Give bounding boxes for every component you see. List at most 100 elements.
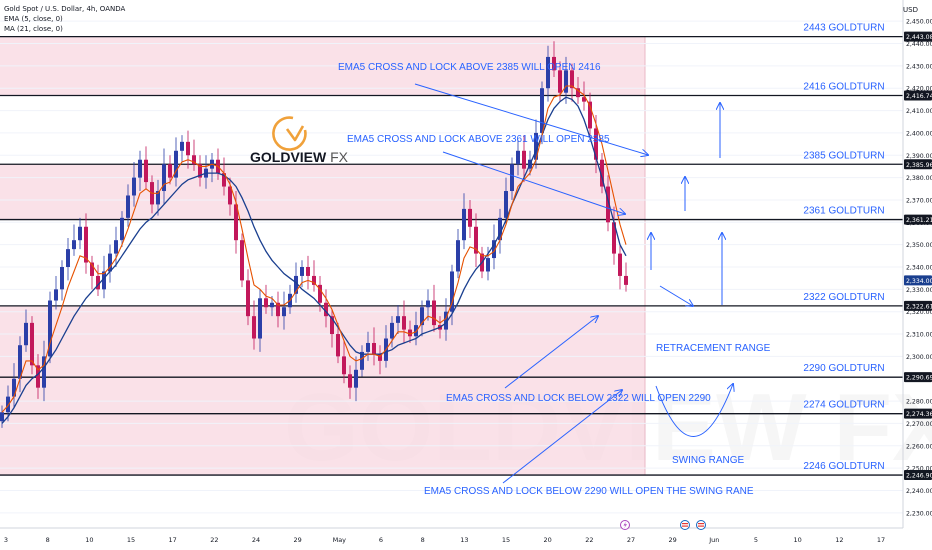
annotation-ema5-2385: EMA5 CROSS AND LOCK ABOVE 2385 WILL OPEN… — [338, 62, 601, 73]
candle — [408, 320, 412, 343]
symbol-title[interactable]: Gold Spot / U.S. Dollar, 4h, OANDA — [4, 5, 126, 13]
candle — [606, 175, 610, 232]
price-axis[interactable]: 2,230.000 2,240.000 2,250.000 2,260.000 2,27… — [902, 0, 932, 528]
level-label-7: 2246 GOLDTURN — [803, 461, 884, 472]
time-tick-6: 24 — [252, 536, 260, 544]
candle — [162, 148, 166, 205]
price-tick-17: 2,410.000 — [906, 108, 932, 115]
candle — [138, 150, 142, 192]
level-badge-3 — [904, 214, 932, 225]
candle — [96, 264, 100, 297]
candle-body — [300, 267, 304, 276]
candle — [246, 269, 250, 326]
candle-body — [522, 150, 526, 169]
flag-stripe — [698, 525, 704, 527]
candle-body — [120, 217, 124, 241]
time-tick-15: 27 — [627, 536, 635, 544]
current-price-badge — [904, 275, 932, 286]
candle-body — [132, 177, 136, 196]
time-tick-0: 3 — [4, 536, 8, 544]
candle-body — [516, 150, 520, 165]
annotation-layer: EMA5 CROSS AND LOCK ABOVE 2385 WILL OPEN… — [338, 62, 771, 497]
candle-body — [162, 164, 166, 192]
candle-body — [498, 217, 502, 241]
candle-body — [474, 226, 478, 254]
candle-body — [222, 173, 226, 187]
price-tick-11: 2,350.000 — [906, 242, 932, 249]
price-tick-21: 2,450.000 — [906, 19, 932, 26]
time-tick-20: 12 — [835, 536, 843, 544]
time-tick-21: 17 — [877, 536, 885, 544]
candle — [276, 291, 280, 328]
time-tick-17: Jun — [708, 536, 719, 544]
candle-body — [108, 253, 112, 272]
candle-body — [258, 298, 262, 339]
candle — [60, 260, 64, 301]
price-tick-19: 2,430.000 — [906, 63, 932, 70]
candle — [336, 322, 340, 364]
candle — [420, 300, 424, 337]
candle — [522, 135, 526, 183]
flag-stripe — [698, 523, 704, 525]
candle-body — [30, 322, 34, 366]
level-label-0: 2443 GOLDTURN — [803, 23, 884, 34]
candle — [624, 262, 628, 292]
candle-body — [348, 374, 352, 388]
ema-indicator-label[interactable]: EMA (5, close, 0) — [4, 15, 63, 23]
candle — [378, 345, 382, 375]
candle — [504, 177, 508, 225]
candle — [516, 139, 520, 176]
candle — [546, 45, 550, 102]
candle-body — [390, 322, 394, 339]
candle-body — [546, 56, 550, 89]
candle — [126, 184, 130, 227]
candle-body — [276, 302, 280, 317]
candle — [360, 345, 364, 377]
candle — [474, 213, 478, 267]
currency-label: USD — [903, 6, 918, 14]
candle — [114, 226, 118, 267]
candle — [456, 229, 460, 279]
level-label-2: 2385 GOLDTURN — [803, 150, 884, 161]
candle — [24, 309, 28, 352]
candle — [264, 284, 268, 314]
candle-body — [336, 334, 340, 357]
candle — [462, 193, 466, 250]
zone-2 — [0, 305, 645, 476]
candle-body — [78, 226, 82, 241]
level-badge-label-3: 2,361.218 — [906, 217, 932, 224]
candle-body — [174, 150, 178, 178]
candle-body — [402, 316, 406, 330]
annotation-ema5-2322: EMA5 CROSS AND LOCK BELOW 2322 WILL OPEN… — [446, 393, 711, 404]
candle-body — [582, 97, 586, 102]
level-badge-2 — [904, 159, 932, 170]
candle-body — [12, 378, 16, 397]
candle — [414, 311, 418, 346]
time-tick-1: 8 — [46, 536, 50, 544]
candle-body — [354, 369, 358, 388]
candle — [192, 139, 196, 171]
candle-body — [558, 70, 562, 93]
candle-body — [396, 316, 400, 323]
time-tick-9: 6 — [379, 536, 383, 544]
arrow-to-2322 — [504, 316, 598, 389]
level-badge-label-7: 2,246.902 — [906, 473, 932, 480]
arrow-retrace — [659, 285, 693, 306]
candle-body — [90, 262, 94, 276]
candle-body — [612, 222, 616, 254]
time-tick-3: 15 — [127, 536, 135, 544]
zone-1 — [0, 164, 645, 220]
candle — [36, 354, 40, 399]
annotation-ema5-2361: EMA5 CROSS AND LOCK ABOVE 2361 WILL OPEN… — [347, 134, 610, 145]
arrow-to-2385 — [414, 83, 648, 155]
time-axis[interactable]: 3 8 10 15 17 22 24 29 May 6 8 13 15 20 22 27 29 Jun 5 10 12 1… — [0, 527, 903, 544]
logo-brand: GOLDVIEW — [250, 149, 327, 165]
candle — [552, 41, 556, 78]
price-tick-13: 2,370.000 — [906, 197, 932, 204]
candle — [402, 300, 406, 343]
ma-indicator-label[interactable]: MA (21, close, 0) — [4, 25, 63, 33]
svg-text:GOLDVIEW FX: GOLDVIEW FX — [250, 149, 349, 165]
arrow-to-2361 — [442, 151, 625, 214]
candle-body — [234, 204, 238, 241]
